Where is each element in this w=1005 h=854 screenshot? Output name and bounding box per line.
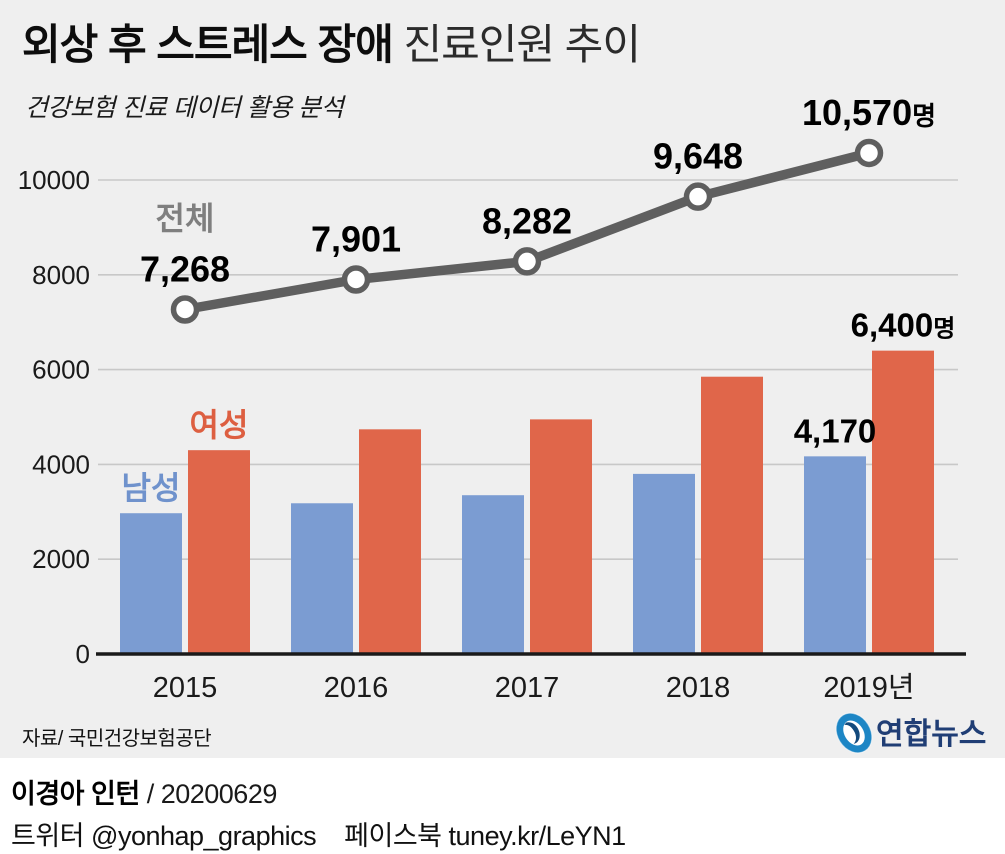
bar-value-label-남성-2019년: 4,170 (794, 412, 877, 449)
yonhap-globe-icon (835, 712, 873, 754)
twitter-handle: @yonhap_graphics (91, 821, 317, 851)
bar-남성-2017 (462, 495, 524, 654)
title-suffix: 진료인원 추이 (392, 21, 641, 68)
bar-여성-2017 (530, 419, 592, 654)
footer: 이경아 인턴 / 20200629 트위터 @yonhap_graphics 페… (0, 758, 1005, 854)
twitter-label: 트위터 (11, 821, 85, 851)
byline-date: / 20200629 (146, 779, 278, 809)
x-tick-label-2018: 2018 (666, 672, 731, 704)
y-tick-label-8000: 8000 (32, 260, 90, 290)
bar-남성-2016 (291, 503, 353, 654)
series-label-female: 여성 (190, 407, 249, 443)
bar-여성-2015 (188, 450, 250, 654)
page-title: 외상 후 스트레스 장애 진료인원 추이 (22, 21, 641, 68)
line-value-label-2015: 7,268 (140, 248, 230, 289)
x-tick-label-2019년: 2019년 (823, 672, 914, 704)
total-point-2016 (341, 265, 371, 294)
yonhap-logo-text: 연합뉴스 (876, 718, 986, 751)
x-tick-label-2015: 2015 (153, 672, 218, 704)
total-point-2015 (170, 295, 200, 324)
line-value-label-2017: 8,282 (482, 200, 572, 241)
bar-여성-2019년 (872, 350, 934, 654)
bar-value-label-여성-2019년: 6,400명 (851, 307, 956, 344)
title-emphasis: 외상 후 스트레스 장애 (22, 21, 394, 68)
y-tick-label-2000: 2000 (32, 544, 90, 574)
total-point-2017 (512, 247, 542, 276)
line-value-label-2018: 9,648 (653, 136, 743, 177)
bar-남성-2018 (633, 473, 695, 654)
facebook-url: tuney.kr/LeYN1 (448, 821, 627, 851)
social-links: 트위터 @yonhap_graphics 페이스북 tuney.kr/LeYN1 (11, 814, 626, 853)
bar-남성-2019년 (804, 456, 866, 654)
y-tick-label-4000: 4000 (32, 449, 90, 479)
byline: 이경아 인턴 / 20200629 (11, 772, 277, 811)
y-tick-label-10000: 10000 (18, 165, 90, 195)
x-tick-label-2016: 2016 (324, 672, 389, 704)
series-label-male: 남성 (122, 470, 181, 506)
bar-남성-2015 (120, 513, 182, 654)
bar-여성-2016 (359, 429, 421, 654)
facebook-label: 페이스북 (344, 821, 442, 851)
x-tick-label-2017: 2017 (495, 672, 560, 704)
byline-name: 이경아 인턴 (11, 779, 140, 809)
chart-panel: 0 2000 4000 6000 8000 10000 남성 여성 4,170 6,400명 201… (0, 0, 1005, 758)
chart-subtitle: 건강보험 진료 데이터 활용 분석 (25, 94, 344, 122)
total-point-2019년 (854, 138, 884, 168)
line-value-label-2019년: 10,570명 (802, 92, 936, 133)
yonhap-logo: 연합뉴스 (835, 712, 986, 754)
y-tick-label-0: 0 (76, 639, 90, 669)
series-label-total: 전체 (156, 200, 215, 236)
data-source: 자료/ 국민건강보험공단 (22, 728, 212, 750)
bar-여성-2018 (701, 376, 763, 654)
total-point-2018 (683, 182, 713, 211)
line-value-label-2016: 7,901 (311, 218, 401, 259)
y-tick-label-6000: 6000 (32, 355, 90, 385)
